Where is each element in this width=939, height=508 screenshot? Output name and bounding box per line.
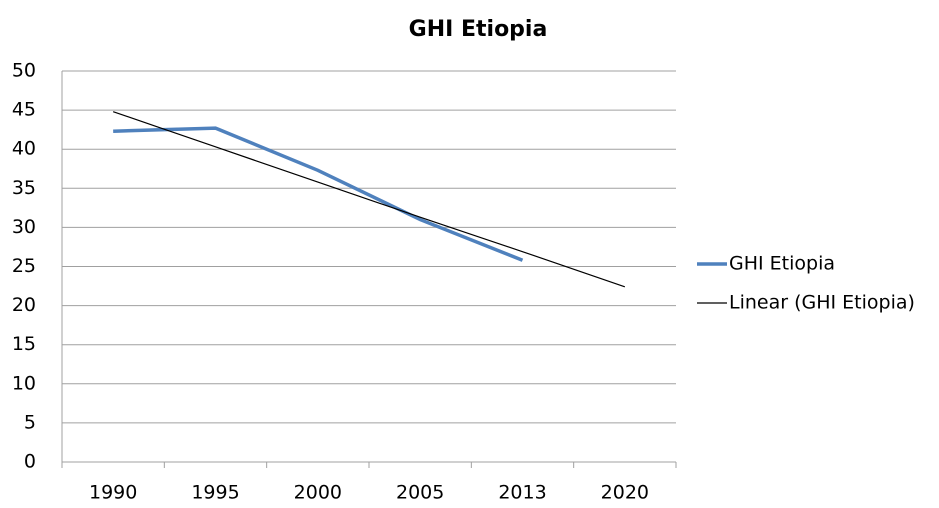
y-tick-label: 5 (24, 411, 36, 433)
x-tick-label: 1990 (89, 482, 137, 504)
y-tick-label: 45 (12, 99, 36, 121)
legend-label: Linear (GHI Etiopia) (729, 292, 915, 314)
y-tick-label: 0 (24, 451, 36, 473)
y-tick-label: 40 (12, 138, 36, 160)
series-line (113, 126, 524, 262)
x-tick-label: 2020 (601, 482, 649, 504)
y-tick-label: 10 (12, 372, 36, 394)
legend-label: GHI Etiopia (729, 253, 835, 275)
y-tick-label: 25 (12, 255, 36, 277)
y-tick-label: 15 (12, 333, 36, 355)
y-tick-label: 20 (12, 294, 36, 316)
chart-title: GHI Etiopia (409, 17, 548, 42)
series-line (112, 111, 626, 288)
x-tick-label: 1995 (191, 482, 239, 504)
y-tick-label: 50 (12, 60, 36, 82)
y-tick-label: 35 (12, 177, 36, 199)
x-tick-label: 2005 (396, 482, 444, 504)
y-tick-label: 30 (12, 216, 36, 238)
x-tick-label: 2013 (498, 482, 546, 504)
x-tick-label: 2000 (294, 482, 342, 504)
